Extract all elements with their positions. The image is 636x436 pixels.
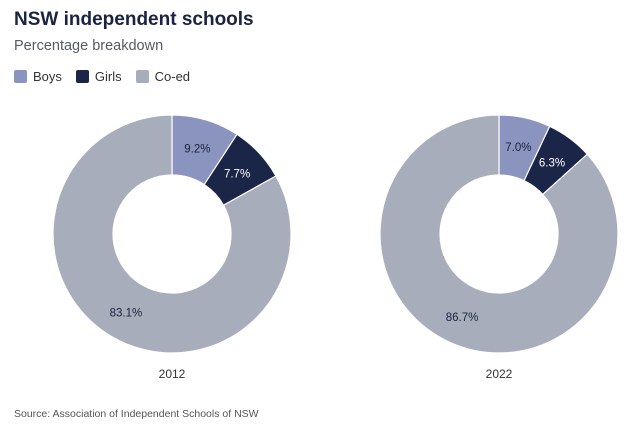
legend-swatch-boys <box>14 70 27 83</box>
chart-year-label-2012: 2012 <box>159 367 186 381</box>
slice-label-2012-girls: 7.7% <box>224 168 250 180</box>
slice-label-2012-co-ed: 83.1% <box>110 307 143 319</box>
slice-2022-co-ed <box>379 114 619 354</box>
slice-label-2022-girls: 6.3% <box>539 157 565 169</box>
legend-item-girls: Girls <box>75 69 122 84</box>
chart-title: NSW independent schools <box>14 9 254 30</box>
legend-label-girls: Girls <box>94 69 122 84</box>
chart-subtitle: Percentage breakdown <box>14 38 164 54</box>
legend-label-boys: Boys <box>33 69 62 84</box>
legend-item-boys: Boys <box>14 69 62 84</box>
legend-swatch-coed <box>135 70 149 83</box>
slice-label-2012-boys: 9.2% <box>184 144 210 156</box>
slice-label-2022-co-ed: 86.7% <box>446 312 479 324</box>
source-note: Source: Association of Independent Schoo… <box>14 408 259 420</box>
chart-year-label-2022: 2022 <box>486 367 513 381</box>
legend: Boys Girls Co-ed <box>14 69 190 84</box>
legend-label-coed: Co-ed <box>154 69 191 84</box>
slice-2012-co-ed <box>52 114 292 354</box>
slice-label-2022-boys: 7.0% <box>505 142 531 154</box>
legend-swatch-girls <box>75 70 89 83</box>
legend-item-coed: Co-ed <box>135 69 191 84</box>
